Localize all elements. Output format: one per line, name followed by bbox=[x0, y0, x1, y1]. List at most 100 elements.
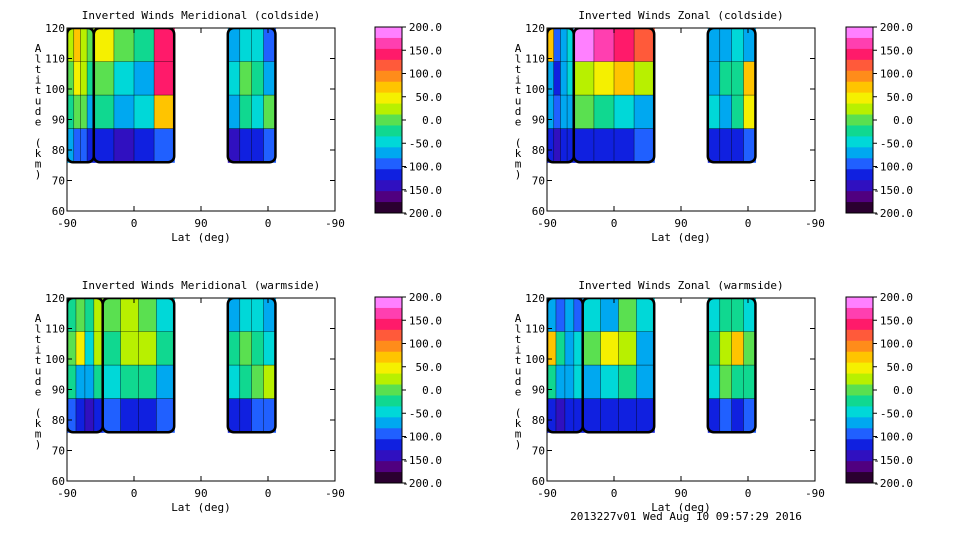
colorbar-swatch bbox=[846, 307, 873, 320]
colorbar-swatch bbox=[375, 307, 402, 320]
data-cell bbox=[547, 28, 555, 63]
colorbar-swatch bbox=[846, 461, 873, 473]
x-tick-label: -90 bbox=[325, 487, 345, 500]
y-tick-label: 70 bbox=[52, 445, 65, 458]
x-tick-label: -90 bbox=[325, 217, 345, 230]
y-tick-label: 120 bbox=[525, 22, 545, 35]
colorbar-label: -200.0 bbox=[402, 477, 442, 490]
x-tick-label: 0 bbox=[265, 487, 272, 500]
data-cell bbox=[564, 365, 575, 400]
y-tick-label: 60 bbox=[52, 205, 65, 218]
y-tick-label: 100 bbox=[525, 83, 545, 96]
colorbar-swatch bbox=[846, 202, 873, 214]
data-cell bbox=[134, 61, 155, 96]
data-cell bbox=[67, 331, 77, 366]
colorbar-label: 100.0 bbox=[880, 338, 913, 351]
data-cell bbox=[634, 28, 655, 63]
colorbar-label: -100.0 bbox=[402, 161, 442, 174]
data-cell bbox=[239, 95, 253, 130]
data-cell bbox=[719, 128, 733, 163]
data-cell bbox=[618, 298, 637, 333]
data-cell bbox=[80, 95, 88, 130]
data-cell bbox=[87, 95, 95, 130]
colorbar-swatch bbox=[375, 373, 402, 386]
colorbar-swatch bbox=[846, 428, 873, 440]
data-cell bbox=[75, 331, 86, 366]
data-cell bbox=[618, 331, 637, 366]
data-cell bbox=[113, 95, 135, 130]
data-cell bbox=[263, 331, 277, 366]
data-cell bbox=[547, 398, 557, 433]
data-cell bbox=[156, 298, 175, 333]
data-cell bbox=[731, 128, 745, 163]
data-cell bbox=[102, 398, 122, 433]
data-cell bbox=[547, 95, 555, 130]
colorbar-swatch bbox=[375, 136, 402, 148]
y-tick-label: 80 bbox=[532, 414, 545, 427]
y-tick-label: 70 bbox=[532, 175, 545, 188]
data-cell bbox=[573, 61, 595, 96]
data-cell bbox=[251, 331, 265, 366]
contour-field bbox=[67, 298, 277, 434]
chart-title: Inverted Winds Zonal (coldside) bbox=[578, 9, 783, 22]
data-cell bbox=[75, 298, 86, 333]
data-cell bbox=[251, 298, 265, 333]
colorbar-swatch bbox=[846, 384, 873, 396]
data-cell bbox=[239, 331, 253, 366]
data-cell bbox=[573, 28, 595, 63]
data-cell bbox=[560, 95, 568, 130]
colorbar-swatch bbox=[375, 417, 402, 429]
data-cell bbox=[731, 61, 745, 96]
y-tick-label: 90 bbox=[532, 114, 545, 127]
data-cell bbox=[93, 331, 104, 366]
x-tick-label: 0 bbox=[745, 217, 752, 230]
data-cell bbox=[567, 95, 575, 130]
colorbar-swatch bbox=[375, 27, 402, 39]
colorbar-swatch bbox=[375, 169, 402, 181]
data-cell bbox=[636, 331, 655, 366]
data-cell bbox=[67, 95, 75, 130]
data-cell bbox=[600, 398, 620, 433]
colorbar: 200.0 150.0 100.0 50.0 0.0 -50.0 -100.0 -150.0 -… bbox=[845, 291, 914, 490]
data-cell bbox=[263, 365, 277, 400]
colorbar-label: 50.0 bbox=[887, 361, 914, 374]
data-cell bbox=[113, 61, 135, 96]
cell-c bbox=[226, 28, 277, 164]
data-cell bbox=[573, 331, 584, 366]
data-cell bbox=[154, 28, 175, 63]
colorbar-swatch bbox=[375, 472, 402, 484]
data-cell bbox=[707, 398, 721, 433]
data-cell bbox=[227, 398, 241, 433]
data-cell bbox=[547, 61, 555, 96]
x-tick-label: 0 bbox=[131, 217, 138, 230]
data-cell bbox=[614, 28, 635, 63]
chart-panel-1: Inverted Winds Meridional (coldside) 60 70… bbox=[35, 9, 442, 244]
data-cell bbox=[156, 365, 175, 400]
colorbar-swatch bbox=[846, 180, 873, 192]
contour-field bbox=[547, 298, 757, 434]
data-cell bbox=[93, 95, 115, 130]
data-cell bbox=[555, 331, 566, 366]
data-cell bbox=[87, 128, 95, 163]
data-cell bbox=[564, 398, 575, 433]
data-cell bbox=[93, 28, 115, 63]
y-tick-label: 80 bbox=[532, 144, 545, 157]
colorbar-swatch bbox=[846, 297, 873, 309]
data-cell bbox=[636, 398, 655, 433]
colorbar-swatch bbox=[846, 125, 873, 137]
chart-panel-4: Inverted Winds Zonal (warmside) 60 70 80 90 1… bbox=[515, 279, 913, 514]
colorbar-swatch bbox=[846, 417, 873, 429]
data-cell bbox=[227, 61, 241, 96]
colorbar-label: 150.0 bbox=[880, 44, 913, 57]
data-cell bbox=[593, 61, 615, 96]
data-cell bbox=[547, 298, 557, 333]
data-cell bbox=[227, 331, 241, 366]
data-cell bbox=[743, 28, 757, 63]
data-cell bbox=[593, 95, 615, 130]
colorbar-swatch bbox=[375, 81, 402, 94]
colorbar-swatch bbox=[375, 92, 402, 105]
colorbar-label: 100.0 bbox=[880, 68, 913, 81]
colorbar-label: 0.0 bbox=[422, 384, 442, 397]
